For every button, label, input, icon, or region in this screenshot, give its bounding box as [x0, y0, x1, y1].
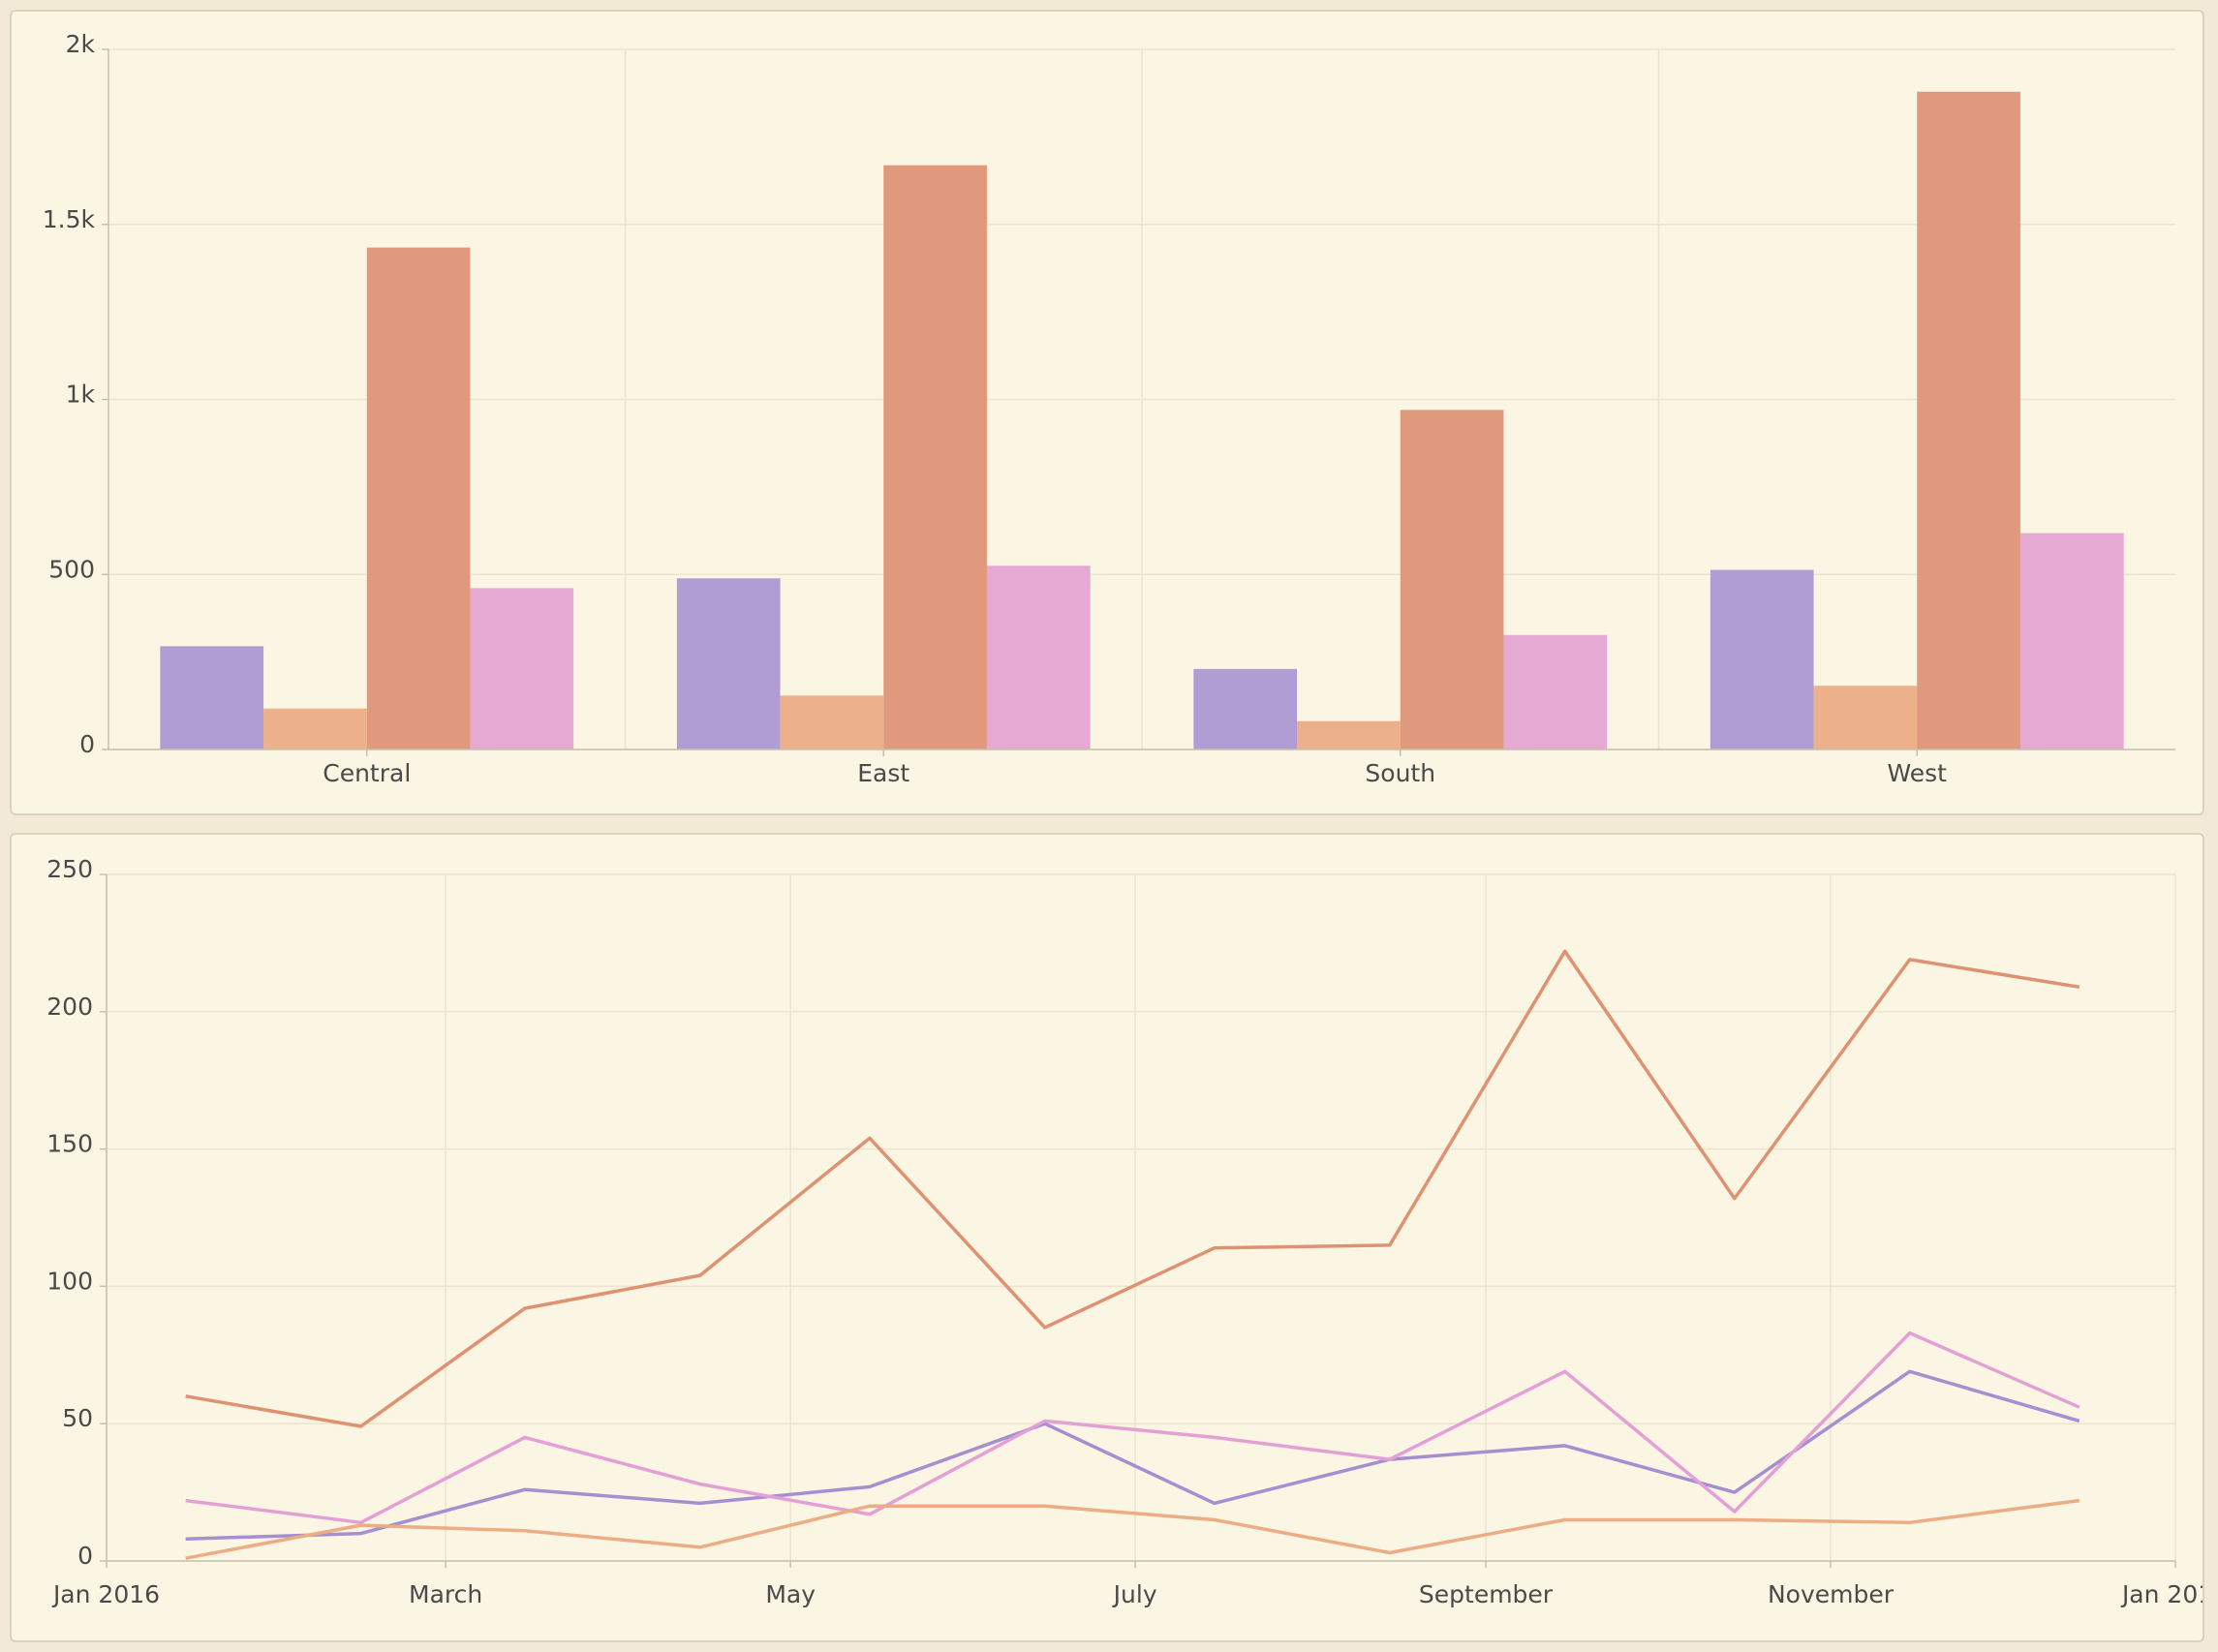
- y-tick-label: 150: [46, 1130, 93, 1158]
- bar: [1400, 410, 1504, 750]
- y-tick-label: 250: [46, 855, 93, 883]
- bar: [470, 588, 574, 750]
- line-series: [185, 949, 2080, 1428]
- bar-chart: 0 500 1k 1.5k 2k Central East South West: [43, 30, 2175, 787]
- x-tick-label: November: [1768, 1580, 1895, 1608]
- y-tick-label: 100: [46, 1267, 93, 1295]
- x-tick-label: Central: [323, 759, 411, 787]
- x-tick-label: Jan 2017: [2120, 1580, 2203, 1608]
- bar: [160, 646, 264, 750]
- bar: [263, 708, 367, 750]
- y-tick-label: 2k: [66, 30, 96, 58]
- bar: [780, 695, 884, 750]
- y-tick-label: 0: [77, 1542, 93, 1570]
- x-tick-label: July: [1112, 1580, 1157, 1608]
- bar: [1193, 668, 1298, 750]
- bar: [366, 247, 471, 750]
- bar: [986, 566, 1091, 750]
- bar: [1813, 686, 1918, 750]
- bar: [1297, 720, 1401, 750]
- bar: [1710, 569, 1814, 750]
- x-tick-label: March: [409, 1580, 482, 1608]
- x-tick-label: South: [1365, 759, 1435, 787]
- bar: [1503, 634, 1608, 750]
- y-tick-label: 1.5k: [43, 205, 96, 233]
- x-tick-label: May: [765, 1580, 816, 1608]
- line-panel: 0 50 100 150 200 250 Jan 2016 March May July Septe…: [10, 833, 2204, 1642]
- y-tick-label: 0: [79, 730, 95, 758]
- x-tick-label: September: [1419, 1580, 1554, 1608]
- x-tick-label: Jan 2016: [51, 1580, 160, 1608]
- line-series: [185, 1498, 2080, 1560]
- y-tick-label: 1k: [66, 381, 96, 409]
- line-series: [185, 1331, 2080, 1525]
- bar: [883, 165, 987, 750]
- bar-panel: 0 500 1k 1.5k 2k Central East South West: [10, 10, 2204, 815]
- line-series: [185, 1369, 2080, 1542]
- bar: [1917, 91, 2020, 750]
- y-tick-label: 200: [46, 993, 93, 1021]
- bar: [676, 578, 781, 750]
- x-tick-label: West: [1888, 759, 1948, 787]
- x-tick-label: East: [857, 759, 909, 787]
- line-chart: 0 50 100 150 200 250 Jan 2016 March May July Septe…: [46, 855, 2203, 1608]
- bar: [2019, 533, 2124, 750]
- y-tick-label: 500: [48, 555, 95, 583]
- y-tick-label: 50: [62, 1404, 93, 1432]
